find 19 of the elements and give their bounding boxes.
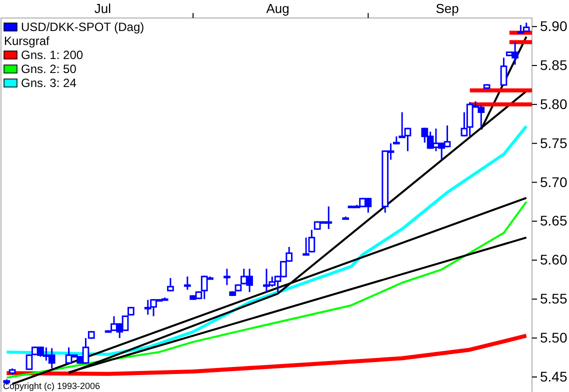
y-tick-label: 5.45: [540, 368, 568, 384]
y-tick-label: 5.55: [540, 290, 568, 307]
y-tick-label: 5.75: [540, 134, 568, 151]
y-tick-label: 5.65: [540, 212, 568, 229]
x-tick-label: Jul: [94, 1, 112, 16]
x-tick-label: Sep: [436, 1, 459, 16]
y-tick-label: 5.85: [540, 56, 568, 73]
annotation: Copyright (c) 1993-2006: [3, 381, 100, 391]
legend-label: Gns. 1: 200: [21, 48, 84, 62]
y-tick-label: 5.70: [540, 174, 568, 190]
legend-label: USD/DKK-SPOT (Dag): [21, 20, 144, 34]
legend-title: Kursgraf: [4, 34, 50, 48]
legend-label: Gns. 2: 50: [21, 62, 77, 76]
x-tick-label: Aug: [266, 1, 290, 16]
y-tick-label: 5.80: [540, 96, 568, 112]
y-tick-label: 5.60: [540, 252, 568, 268]
y-tick-label: 5.50: [540, 330, 568, 346]
y-tick-label: 5.90: [540, 18, 568, 34]
legend-label: Gns. 3: 24: [21, 76, 77, 90]
